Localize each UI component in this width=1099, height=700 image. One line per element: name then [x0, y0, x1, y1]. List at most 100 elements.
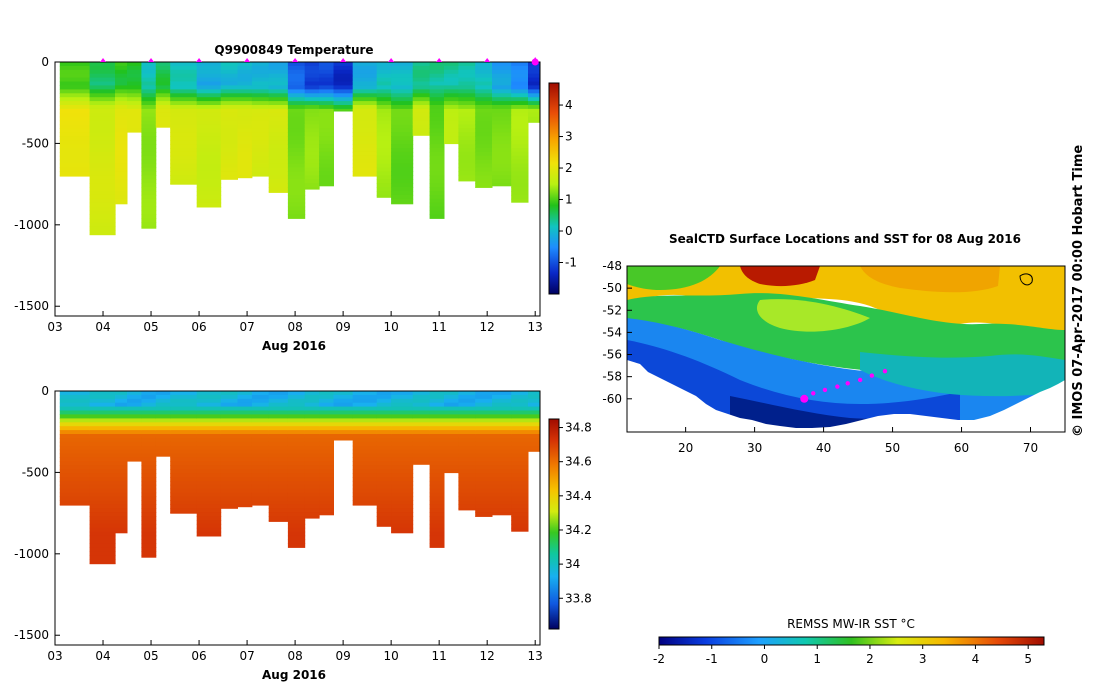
salinity-cell	[429, 398, 445, 404]
temperature-cell	[511, 69, 529, 75]
salinity-cell	[444, 461, 459, 466]
temperature-cell	[141, 85, 157, 90]
temperature-cell	[458, 105, 476, 110]
profile-marker	[340, 58, 347, 62]
temperature-cell	[287, 69, 306, 75]
salinity-profile-column	[376, 391, 392, 527]
temperature-cell	[287, 108, 306, 114]
salinity-cell	[59, 422, 91, 427]
salinity-cell	[251, 394, 270, 400]
temperature-cell	[444, 65, 459, 71]
temperature-cell	[429, 202, 445, 208]
salinity-cell	[237, 441, 253, 447]
salinity-cell	[141, 457, 157, 462]
salinity-cell	[237, 465, 253, 470]
temperature-cell	[268, 112, 289, 118]
temperature-cell	[458, 93, 476, 98]
salinity-cell	[391, 500, 414, 505]
temperature-cell	[391, 144, 414, 149]
salinity-cell	[458, 441, 476, 447]
temperature-cell	[352, 144, 378, 149]
temperature-cell	[237, 155, 253, 161]
temperature-cell	[220, 62, 238, 67]
salinity-cell	[287, 465, 306, 470]
salinity-cell	[412, 422, 430, 427]
salinity-cell	[352, 496, 378, 501]
seal-track	[800, 368, 888, 403]
salinity-cell	[59, 426, 91, 431]
temperature-title: Q9900849 Temperature	[214, 43, 373, 57]
salinity-cell	[429, 512, 445, 517]
temperature-cell	[352, 77, 378, 83]
salinity-cell	[59, 437, 91, 443]
temperature-y-axis: 0-500-1000-1500	[14, 55, 60, 313]
temperature-cell	[304, 81, 320, 86]
temperature-cell	[391, 85, 414, 90]
temperature-cell	[115, 124, 128, 129]
temperature-cell	[444, 69, 459, 75]
temperature-cell	[155, 77, 171, 83]
salinity-cell	[429, 484, 445, 490]
temperature-cell	[492, 132, 512, 137]
salinity-cell	[429, 473, 445, 478]
salinity-cell	[268, 496, 289, 501]
salinity-cell	[304, 457, 320, 462]
salinity-cell	[220, 437, 238, 443]
salinity-cell	[492, 430, 512, 435]
temperature-cell	[376, 120, 392, 126]
salinity-cell	[115, 414, 128, 419]
salinity-cell	[333, 434, 354, 439]
salinity-cell	[319, 434, 334, 439]
temperature-cell	[333, 89, 354, 94]
temperature-cell	[89, 89, 116, 94]
salinity-cell	[376, 496, 392, 501]
temperature-cell	[444, 140, 459, 145]
salinity-cell	[115, 445, 128, 451]
salinity-cell	[127, 430, 142, 435]
salinity-cell	[170, 477, 198, 482]
salinity-cell	[304, 391, 320, 396]
temperature-profile-column	[59, 62, 91, 177]
temperature-profile-column	[376, 62, 392, 198]
profile-marker	[244, 58, 251, 62]
temperature-cell	[127, 120, 142, 126]
temperature-cell	[170, 77, 198, 83]
temperature-cell	[333, 81, 354, 86]
temperature-cell	[59, 85, 91, 90]
temperature-cell	[287, 144, 306, 149]
temperature-cell	[391, 171, 414, 176]
salinity-cell	[59, 445, 91, 451]
temperature-cell	[59, 81, 91, 86]
salinity-profile-column	[391, 391, 414, 534]
temperature-cell	[89, 128, 116, 133]
temperature-cell	[89, 175, 116, 180]
salinity-cell	[155, 402, 171, 408]
salinity-cell	[511, 500, 529, 505]
salinity-profile-column	[475, 391, 493, 517]
temperature-cell	[352, 171, 378, 176]
salinity-cell	[196, 520, 222, 525]
temperature-cell	[89, 206, 116, 212]
temperature-cell	[220, 65, 238, 71]
salinity-cell	[220, 406, 238, 412]
salinity-cell	[220, 500, 238, 505]
salinity-cell	[444, 437, 459, 443]
salinity-cell	[528, 449, 541, 452]
temperature-cell	[237, 69, 253, 75]
temperature-cell	[475, 167, 493, 172]
temperature-cell	[376, 132, 392, 137]
salinity-cell	[287, 473, 306, 478]
salinity-cell	[304, 410, 320, 415]
salinity-cell	[196, 437, 222, 443]
salinity-cell	[268, 449, 289, 455]
temperature-cell	[196, 65, 222, 71]
salinity-cell	[196, 512, 222, 517]
salinity-cell	[511, 508, 529, 513]
salinity-cell	[287, 441, 306, 447]
temperature-cell	[352, 116, 378, 122]
salinity-cell	[287, 453, 306, 458]
salinity-cell	[237, 461, 253, 466]
x-tick-label: 03	[47, 649, 62, 663]
temperature-cell	[220, 97, 238, 102]
temperature-cell	[59, 163, 91, 169]
